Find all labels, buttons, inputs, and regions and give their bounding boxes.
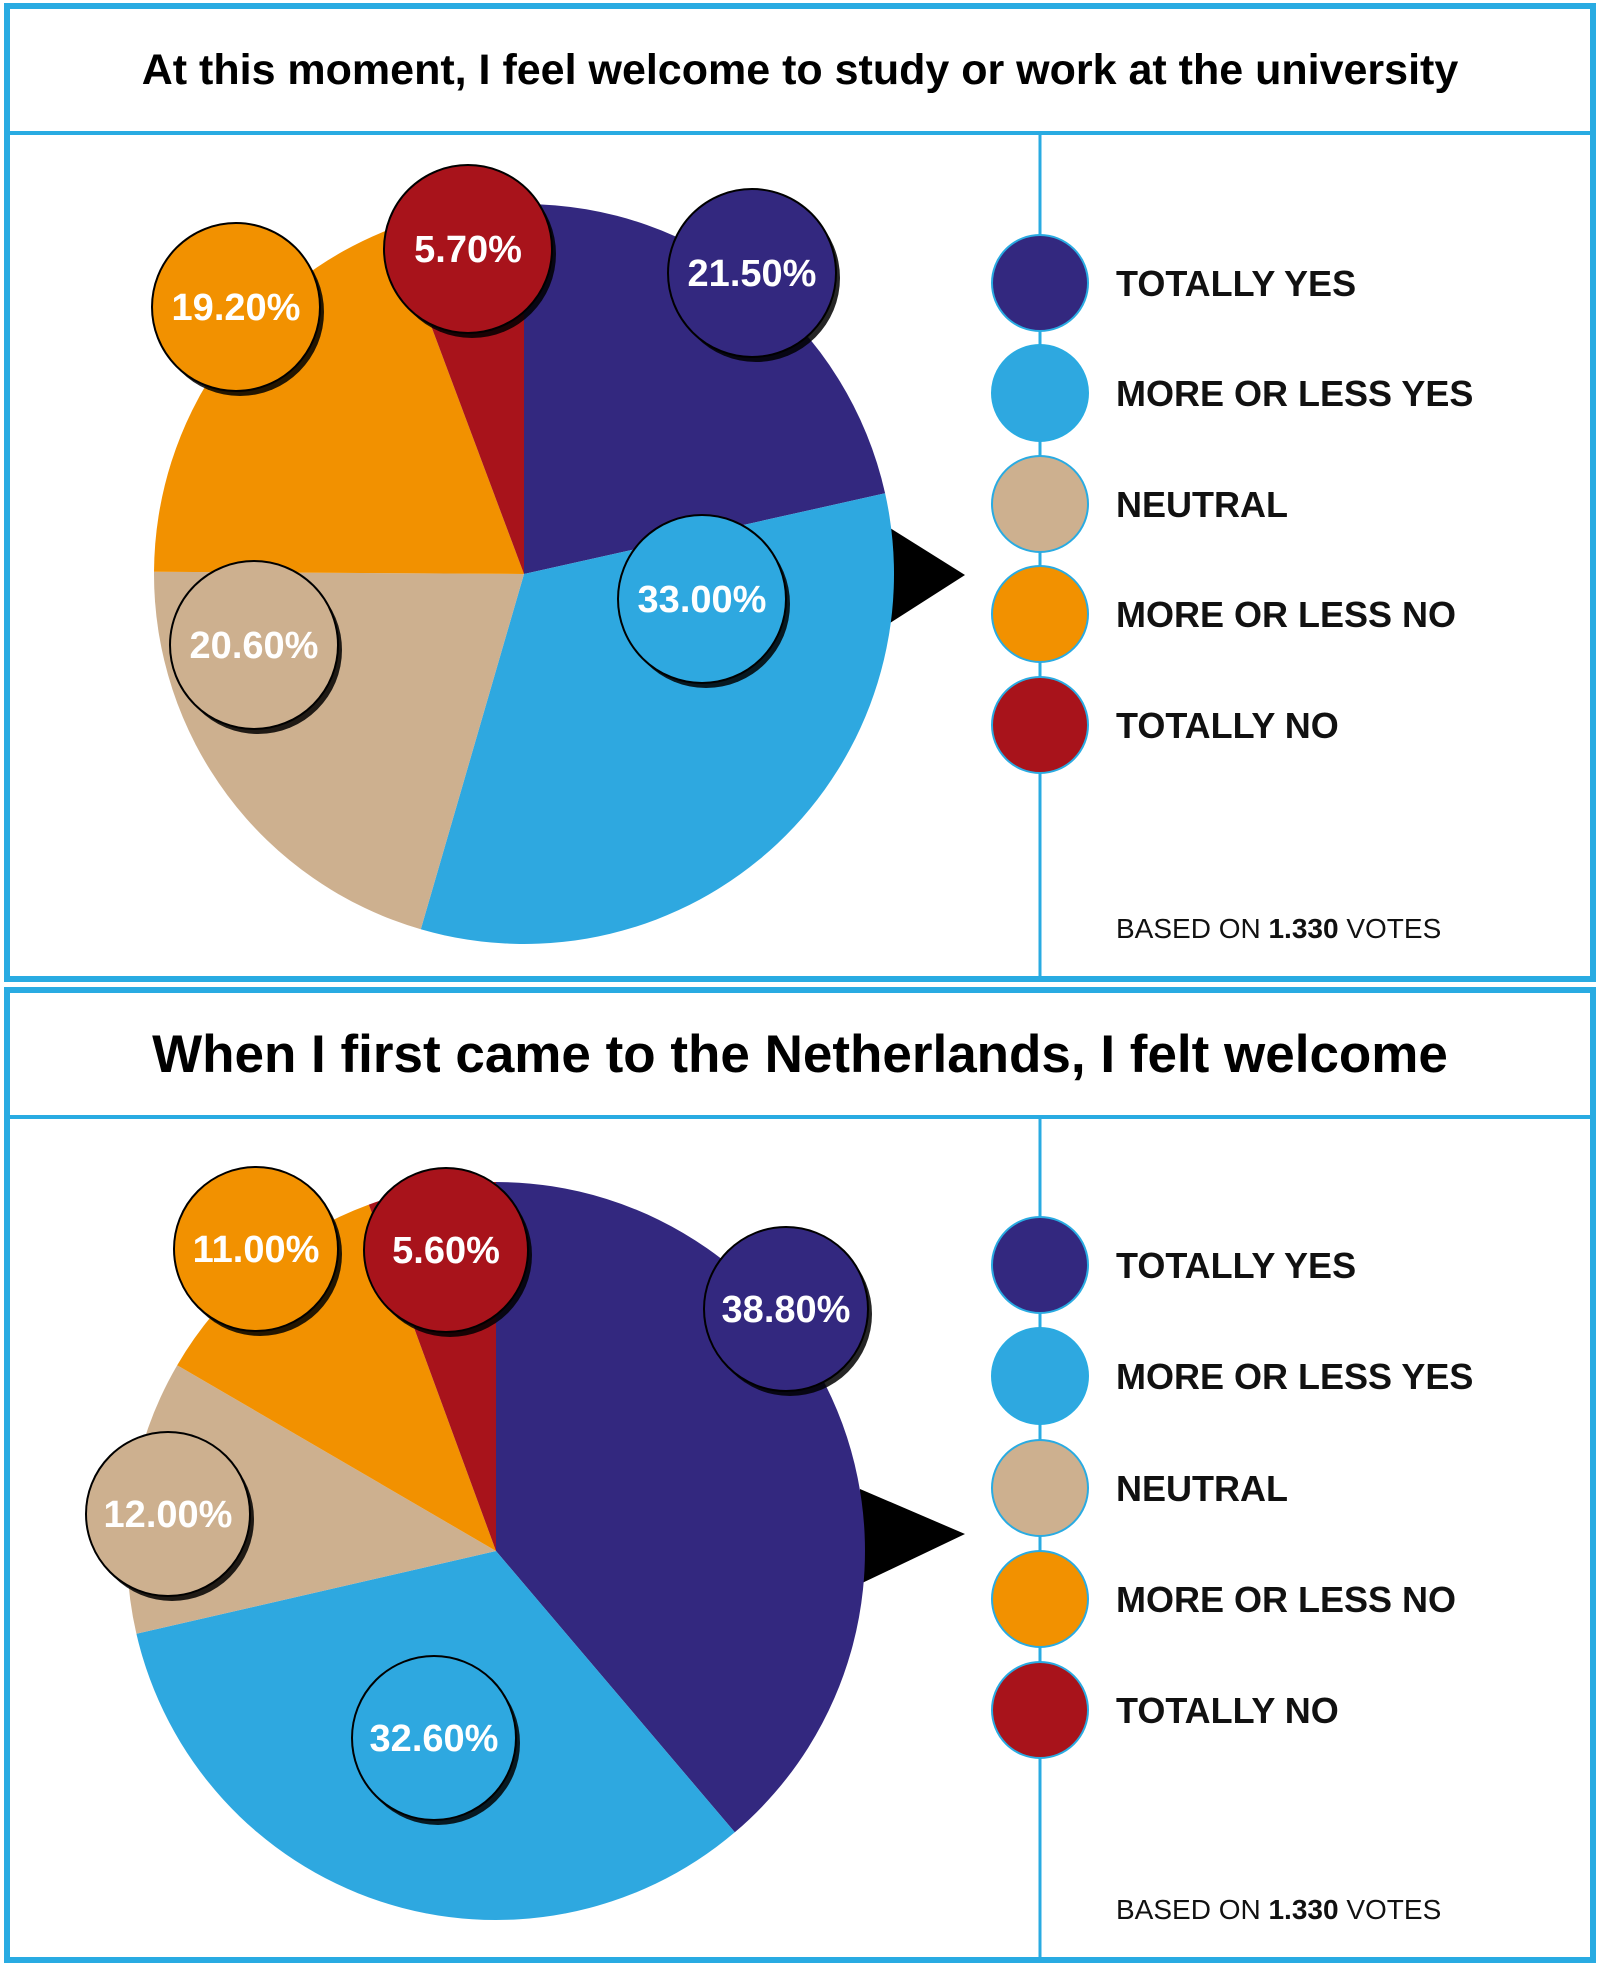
bubble-circle — [173, 1166, 339, 1332]
bubble-circle — [85, 1431, 251, 1597]
value-bubble-totally-no: 5.70% — [383, 164, 556, 338]
legend-item-totally-no: TOTALLY NO — [991, 1661, 1339, 1759]
data-label: 21.50% — [688, 253, 817, 295]
pie-slice-more-or-less-no — [154, 227, 524, 574]
data-label: 32.60% — [370, 1718, 499, 1760]
bubble-circle — [703, 1226, 869, 1392]
pie-chart-first-arrival: 38.80% 32.60% 12.00% 11.00% 5.60% TOTALLY YES… — [85, 1119, 1473, 1957]
legend-label: MORE OR LESS YES — [1116, 373, 1473, 414]
bubble-circle — [667, 188, 837, 358]
note-suffix: VOTES — [1339, 1894, 1442, 1925]
pie-slice-totally-yes — [524, 204, 886, 574]
note-count: 1.330 — [1268, 1894, 1338, 1925]
value-bubble-more-or-less-no: 11.00% — [173, 1166, 342, 1336]
chart-title-row: At this moment, I feel welcome to study … — [10, 9, 1590, 135]
legend-item-totally-yes: TOTALLY YES — [991, 234, 1356, 332]
pie-chart-current-welcome: 21.50% 33.00% 20.60% 19.20% 5.70% TOTALLY YES… — [151, 135, 1473, 976]
legend-swatch — [991, 455, 1089, 553]
legend-label: MORE OR LESS NO — [1116, 594, 1456, 635]
legend-item-more-or-less-no: MORE OR LESS NO — [991, 565, 1456, 663]
legend-item-totally-yes: TOTALLY YES — [991, 1216, 1356, 1314]
value-bubble-neutral: 20.60% — [169, 560, 342, 734]
data-label: 5.70% — [414, 229, 522, 271]
legend-item-neutral: NEUTRAL — [991, 1439, 1288, 1537]
legend-swatch — [991, 1661, 1089, 1759]
chart-title-row: When I first came to the Netherlands, I … — [10, 993, 1590, 1119]
legend-item-more-or-less-no: MORE OR LESS NO — [991, 1550, 1456, 1648]
value-bubble-totally-yes: 21.50% — [667, 188, 840, 362]
bubble-circle — [383, 164, 553, 334]
data-label: 19.20% — [172, 287, 301, 329]
value-bubble-more-or-less-yes: 33.00% — [617, 514, 790, 688]
data-label: 11.00% — [193, 1229, 320, 1271]
data-label: 20.60% — [190, 625, 319, 667]
value-bubble-totally-yes: 38.80% — [703, 1226, 872, 1396]
legend-item-more-or-less-yes: MORE OR LESS YES — [991, 1327, 1473, 1425]
data-label: 12.00% — [104, 1494, 233, 1536]
vote-count-note: BASED ON 1.330 VOTES — [1116, 913, 1441, 944]
value-bubble-more-or-less-no: 19.20% — [151, 222, 324, 396]
legend-swatch — [991, 1439, 1089, 1537]
chart-title: When I first came to the Netherlands, I … — [152, 1024, 1448, 1084]
chart-title: At this moment, I feel welcome to study … — [141, 45, 1459, 94]
chart-panel-first-arrival: When I first came to the Netherlands, I … — [4, 987, 1596, 1963]
legend-swatch — [991, 676, 1089, 774]
bubble-circle — [351, 1655, 517, 1821]
value-bubble-neutral: 12.00% — [85, 1431, 254, 1601]
vote-count-note: BASED ON 1.330 VOTES — [1116, 1894, 1441, 1925]
bubble-circle — [169, 560, 339, 730]
pointer-arrow — [890, 528, 965, 623]
data-label: 5.60% — [392, 1230, 500, 1272]
legend-swatch — [991, 565, 1089, 663]
legend-item-more-or-less-yes: MORE OR LESS YES — [991, 344, 1473, 442]
note-suffix: VOTES — [1339, 913, 1442, 944]
note-count: 1.330 — [1268, 913, 1338, 944]
value-bubble-more-or-less-yes: 32.60% — [351, 1655, 520, 1825]
bubble-circle — [617, 514, 787, 684]
pointer-arrow — [860, 1489, 965, 1584]
legend-label: NEUTRAL — [1116, 1468, 1288, 1509]
data-label: 33.00% — [638, 579, 767, 621]
legend-item-totally-no: TOTALLY NO — [991, 676, 1339, 774]
legend-swatch — [991, 234, 1089, 332]
legend-label: MORE OR LESS YES — [1116, 1356, 1473, 1397]
legend-swatch — [991, 1216, 1089, 1314]
value-bubble-totally-no: 5.60% — [363, 1167, 532, 1337]
legend-swatch — [991, 1327, 1089, 1425]
chart-panel-current-welcome: At this moment, I feel welcome to study … — [4, 3, 1596, 982]
legend-label: TOTALLY YES — [1116, 1245, 1356, 1286]
legend-label: TOTALLY NO — [1116, 705, 1339, 746]
data-label: 38.80% — [722, 1289, 851, 1331]
legend-swatch — [991, 344, 1089, 442]
bubble-circle — [363, 1167, 529, 1333]
legend-label: MORE OR LESS NO — [1116, 1579, 1456, 1620]
note-prefix: BASED ON — [1116, 1894, 1268, 1925]
legend-label: TOTALLY YES — [1116, 263, 1356, 304]
legend-item-neutral: NEUTRAL — [991, 455, 1288, 553]
legend-label: TOTALLY NO — [1116, 1690, 1339, 1731]
note-prefix: BASED ON — [1116, 913, 1268, 944]
bubble-circle — [151, 222, 321, 392]
legend-swatch — [991, 1550, 1089, 1648]
legend-label: NEUTRAL — [1116, 484, 1288, 525]
